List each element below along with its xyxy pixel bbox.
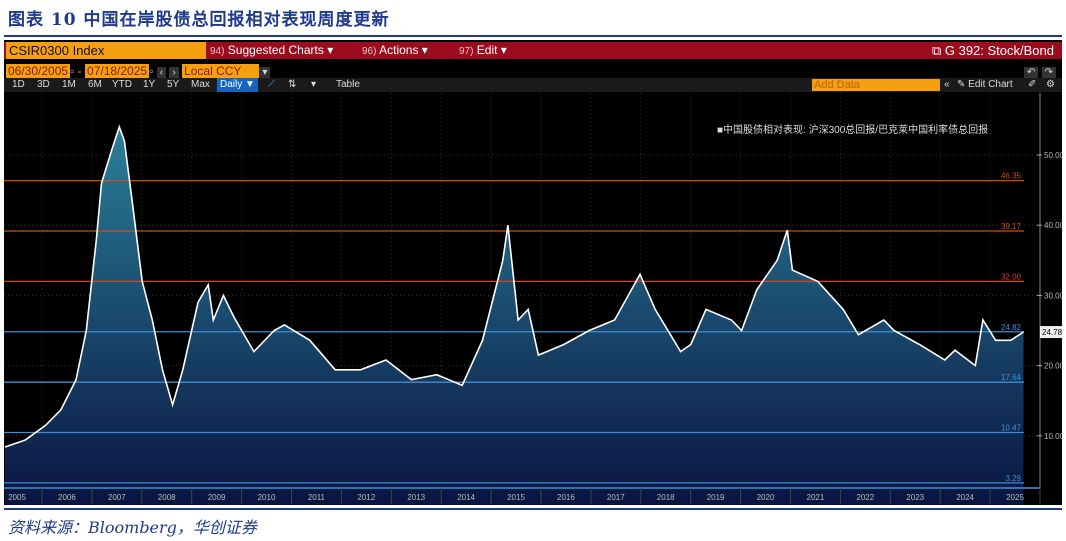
x-tick-label: 2014 [457, 493, 475, 502]
period-max[interactable]: Max [191, 79, 210, 90]
menu-label: Actions ▾ [379, 43, 428, 57]
series-area [5, 126, 1024, 505]
source-note: 资料来源：Bloomberg，华创证券 [8, 518, 257, 537]
chart-name-label: G 392: Stock/Bond [944, 43, 1054, 58]
chart-area: 46.35 39.17 32.00 24.82 17.64 10.47 3.29 10.00 2… [4, 93, 1062, 505]
end-date-input[interactable]: 07/18/2025 [85, 64, 150, 78]
x-tick-label: 2016 [557, 493, 575, 502]
x-tick-label: 2025 [1006, 493, 1024, 502]
x-tick-label: 2021 [807, 493, 825, 502]
suggested-charts-menu[interactable]: 94) Suggested Charts ▾ [210, 42, 333, 60]
pencil-icon: ✎ [957, 79, 966, 90]
menu-number: 96) [362, 46, 377, 57]
calendar-icon[interactable]: ▫ [149, 64, 154, 78]
reference-line-label: 3.29 [1005, 474, 1021, 483]
x-tick-label: 2008 [158, 493, 176, 502]
figure-title: 图表 10 中国在岸股债总回报相对表现周度更新 [8, 10, 390, 30]
menu-bar: CSIR0300 Index 94) Suggested Charts ▾ 96… [4, 42, 1062, 59]
edit-menu[interactable]: 97) Edit ▾ [459, 42, 507, 60]
period-1m[interactable]: 1M [62, 79, 76, 90]
x-tick-label: 2007 [108, 493, 126, 502]
reference-line-label: 32.00 [1001, 272, 1022, 281]
edit-chart-label: Edit Chart [968, 79, 1013, 90]
actions-menu[interactable]: 96) Actions ▾ [362, 42, 428, 60]
period-5y[interactable]: 5Y [167, 79, 180, 90]
x-tick-label: 2015 [507, 493, 525, 502]
legend-swatch: ■ [717, 125, 724, 136]
x-tick-label: 2011 [308, 493, 326, 502]
annotate-icon[interactable]: ✐ [1028, 79, 1037, 90]
x-tick-label: 2018 [657, 493, 675, 502]
collapse-icon[interactable]: « [944, 79, 950, 90]
reference-line-label: 46.35 [1001, 172, 1022, 181]
x-tick-label: 2019 [707, 493, 725, 502]
table-button[interactable]: Table [336, 79, 360, 90]
chevron-down-icon[interactable]: ▾ [259, 67, 271, 78]
y-tick-label: 30.00 [1044, 291, 1062, 300]
undo-icon[interactable]: ↶ [1023, 67, 1039, 78]
redo-icon[interactable]: ↷ [1041, 67, 1056, 78]
last-value-label: 24.78 [1042, 328, 1062, 337]
x-tick-label: 2009 [208, 493, 226, 502]
x-tick-label: 2024 [956, 493, 974, 502]
y-tick-label: 10.00 [1044, 432, 1062, 441]
chart-type-icon[interactable]: ⇅ [288, 79, 297, 90]
chart-legend: ■中国股债相对表现: 沪深300总回报/巴克莱中国利率债总回报 [717, 121, 988, 136]
menu-label: Edit ▾ [476, 43, 507, 57]
chevron-down-icon[interactable]: ▾ [311, 79, 317, 90]
reference-line-label: 10.47 [1001, 424, 1022, 433]
chart-name[interactable]: ⧉ G 392: Stock/Bond [932, 42, 1054, 59]
period-1d[interactable]: 1D [12, 79, 25, 90]
y-tick-label: 40.00 [1044, 221, 1062, 230]
x-tick-label: 2010 [258, 493, 276, 502]
gear-icon[interactable]: ⚙ [1046, 79, 1055, 90]
period-ytd[interactable]: YTD [112, 79, 132, 90]
y-tick-label: 20.00 [1044, 362, 1062, 371]
reference-line-label: 24.82 [1001, 323, 1022, 332]
line-chart-icon[interactable]: ⟋ [268, 79, 275, 90]
period-6m[interactable]: 6M [88, 79, 102, 90]
ticker-input[interactable]: CSIR0300 Index [6, 42, 206, 59]
x-tick-label: 2020 [757, 493, 775, 502]
reference-line-label: 17.64 [1001, 373, 1022, 382]
menu-number: 94) [210, 46, 225, 57]
x-tick-label: 2023 [906, 493, 924, 502]
menu-number: 97) [459, 46, 474, 57]
series-line [4, 124, 1024, 448]
x-tick-label: 2013 [407, 493, 425, 502]
edit-chart-button[interactable]: ✎ Edit Chart [957, 78, 1013, 92]
last-value-badge [1040, 326, 1062, 339]
period-1y[interactable]: 1Y [143, 79, 156, 90]
bottom-rule [4, 508, 1062, 510]
undo-redo: ↶ ↷ [1023, 64, 1056, 78]
period-3d[interactable]: 3D [37, 79, 50, 90]
date-range: 06/30/2005 ▫ - 07/18/2025 ▫ ‹ › Local CCY ▾ [6, 64, 271, 78]
legend-label: 中国股债相对表现: 沪深300总回报/巴克莱中国利率债总回报 [723, 125, 989, 136]
external-link-icon[interactable]: ⧉ [931, 43, 942, 58]
x-tick-label: 2022 [856, 493, 874, 502]
reference-line-label: 39.17 [1001, 222, 1022, 231]
y-tick-label: 50.00 [1044, 151, 1062, 160]
x-tick-label: 2005 [8, 493, 26, 502]
x-tick-label: 2006 [58, 493, 76, 502]
frequency-select[interactable]: Daily ▼ [217, 78, 258, 92]
start-date-input[interactable]: 06/30/2005 [6, 64, 71, 78]
add-data-input[interactable]: Add Data [812, 79, 940, 91]
prev-button[interactable]: ‹ [156, 67, 167, 78]
period-bar: 1D 3D 1M 6M YTD 1Y 5Y Max Daily ▼ ⟋ ⇅ ▾ … [4, 78, 1062, 92]
top-rule [4, 35, 1062, 37]
x-tick-label: 2017 [607, 493, 625, 502]
currency-select[interactable]: Local CCY [182, 64, 260, 78]
calendar-icon[interactable]: ▫ [70, 64, 75, 78]
x-tick-label: 2012 [357, 493, 375, 502]
next-button[interactable]: › [169, 67, 179, 78]
menu-label: Suggested Charts ▾ [227, 43, 334, 57]
